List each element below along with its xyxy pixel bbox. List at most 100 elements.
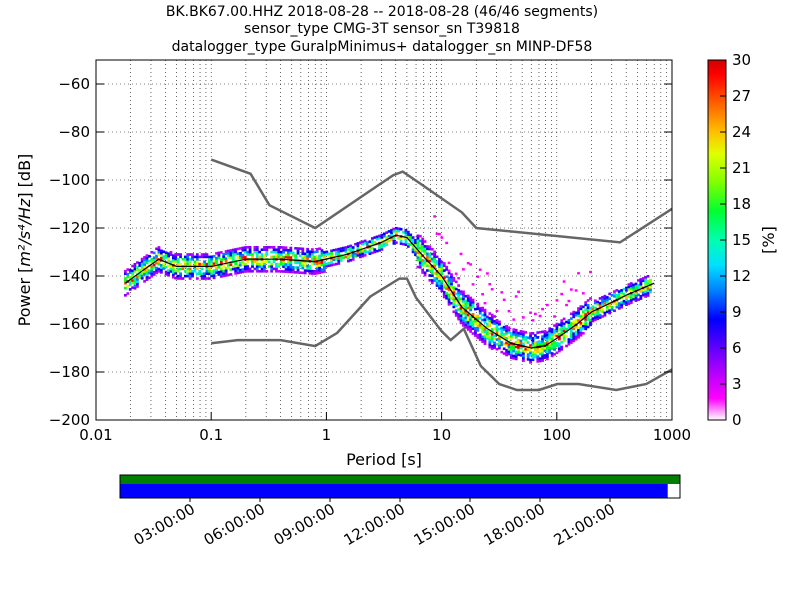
heatmap-cell: [538, 350, 542, 353]
heatmap-cell: [356, 251, 360, 255]
heatmap-cell: [418, 263, 422, 267]
heatmap-cell: [145, 259, 149, 262]
heatmap-cell: [490, 340, 494, 343]
heatmap-cell: [150, 270, 154, 273]
heatmap-cell: [183, 260, 187, 263]
heatmap-cell: [464, 306, 468, 310]
heatmap-cell: [368, 249, 372, 253]
heatmap-cell: [550, 354, 554, 358]
heatmap-cell: [313, 255, 317, 259]
heatmap-cell: [313, 257, 317, 261]
heatmap-cell: [157, 253, 161, 256]
heatmap-cell: [646, 282, 650, 285]
heatmap-cell: [466, 261, 470, 265]
heatmap-cell: [255, 262, 259, 266]
heatmap-cell: [514, 333, 518, 337]
heatmap-cell: [459, 316, 463, 320]
heatmap-cell: [287, 260, 290, 264]
heatmap-cell: [126, 275, 130, 279]
heatmap-cell: [248, 248, 252, 251]
heatmap-cell: [469, 318, 473, 321]
heatmap-cell: [277, 248, 281, 251]
heatmap-cell: [174, 276, 178, 280]
heatmap-cell: [469, 315, 473, 319]
heatmap-cell: [550, 342, 554, 346]
heatmap-cell: [311, 269, 314, 273]
heatmap-cell: [584, 308, 588, 312]
heatmap-cell: [488, 341, 492, 344]
heatmap-cell: [435, 284, 439, 287]
heatmap-cell: [641, 279, 645, 283]
heatmap-cell: [536, 350, 540, 354]
heatmap-cell: [476, 317, 480, 320]
heatmap-cell: [243, 255, 247, 259]
heatmap-cell: [533, 350, 537, 354]
heatmap-cell: [478, 307, 482, 310]
heatmap-cell: [498, 327, 501, 331]
heatmap-cell: [222, 274, 226, 278]
heatmap-cell: [545, 331, 549, 334]
heatmap-cell: [459, 309, 463, 313]
heatmap-cell: [572, 332, 576, 335]
heatmap-cell: [634, 284, 638, 288]
heatmap-cell: [205, 255, 209, 259]
heatmap-cell: [531, 344, 535, 347]
heatmap-cell: [150, 258, 154, 261]
heatmap-cell: [517, 290, 520, 294]
heatmap-cell: [457, 313, 461, 316]
heatmap-cell: [435, 260, 439, 263]
heatmap-cell: [629, 289, 633, 293]
heatmap-cell: [476, 333, 480, 337]
heatmap-cell: [330, 249, 333, 253]
heatmap-cell: [545, 303, 549, 307]
heatmap-cell: [164, 251, 168, 255]
heatmap-cell: [560, 292, 564, 296]
y-axis-ticks: −200−180−160−140−120−100−80−60: [49, 75, 672, 429]
heatmap-cell: [617, 292, 621, 296]
heatmap-cell: [490, 288, 494, 291]
heatmap-cell: [627, 302, 631, 306]
heatmap-cell: [421, 263, 425, 267]
heatmap-cell: [433, 257, 437, 261]
heatmap-cell: [191, 253, 194, 256]
heatmap-cell: [375, 249, 379, 253]
heatmap-cell: [131, 281, 134, 285]
heatmap-cell: [603, 297, 607, 300]
heatmap-cell: [205, 267, 209, 271]
heatmap-cell: [227, 249, 230, 253]
heatmap-cell: [555, 332, 559, 335]
heatmap-cell: [531, 339, 535, 342]
heatmap-cell: [474, 307, 477, 311]
heatmap-cell: [543, 346, 547, 350]
heatmap-cell: [471, 303, 475, 307]
time-tick-label: 18:00:00: [481, 500, 548, 549]
heatmap-cell: [306, 247, 310, 251]
heatmap-cell: [505, 348, 509, 352]
heatmap-cell: [287, 270, 290, 274]
heatmap-cell: [464, 314, 468, 317]
heatmap-cell: [440, 272, 444, 276]
heatmap-cell: [579, 305, 583, 308]
x-tick-label: 0.01: [79, 426, 112, 444]
heatmap-cell: [471, 320, 475, 323]
heatmap-cell: [164, 253, 168, 257]
heatmap-cell: [605, 296, 609, 299]
heatmap-cell: [342, 256, 345, 259]
heatmap-cell: [430, 259, 434, 263]
heatmap-cell: [466, 304, 470, 307]
heatmap-cell: [358, 255, 362, 259]
heatmap-cell: [200, 267, 204, 271]
heatmap-cell: [349, 258, 353, 262]
heatmap-cell: [593, 306, 597, 310]
heatmap-cell: [349, 246, 353, 250]
heatmap-cell: [373, 236, 377, 239]
heatmap-cell: [392, 227, 396, 231]
heatmap-cell: [459, 297, 463, 301]
heatmap-cell: [435, 272, 439, 275]
heatmap-cell: [418, 249, 422, 252]
heatmap-cell: [275, 253, 278, 256]
heatmap-cell: [601, 300, 604, 304]
heatmap-cell: [227, 266, 230, 270]
heatmap-cell: [601, 310, 604, 313]
